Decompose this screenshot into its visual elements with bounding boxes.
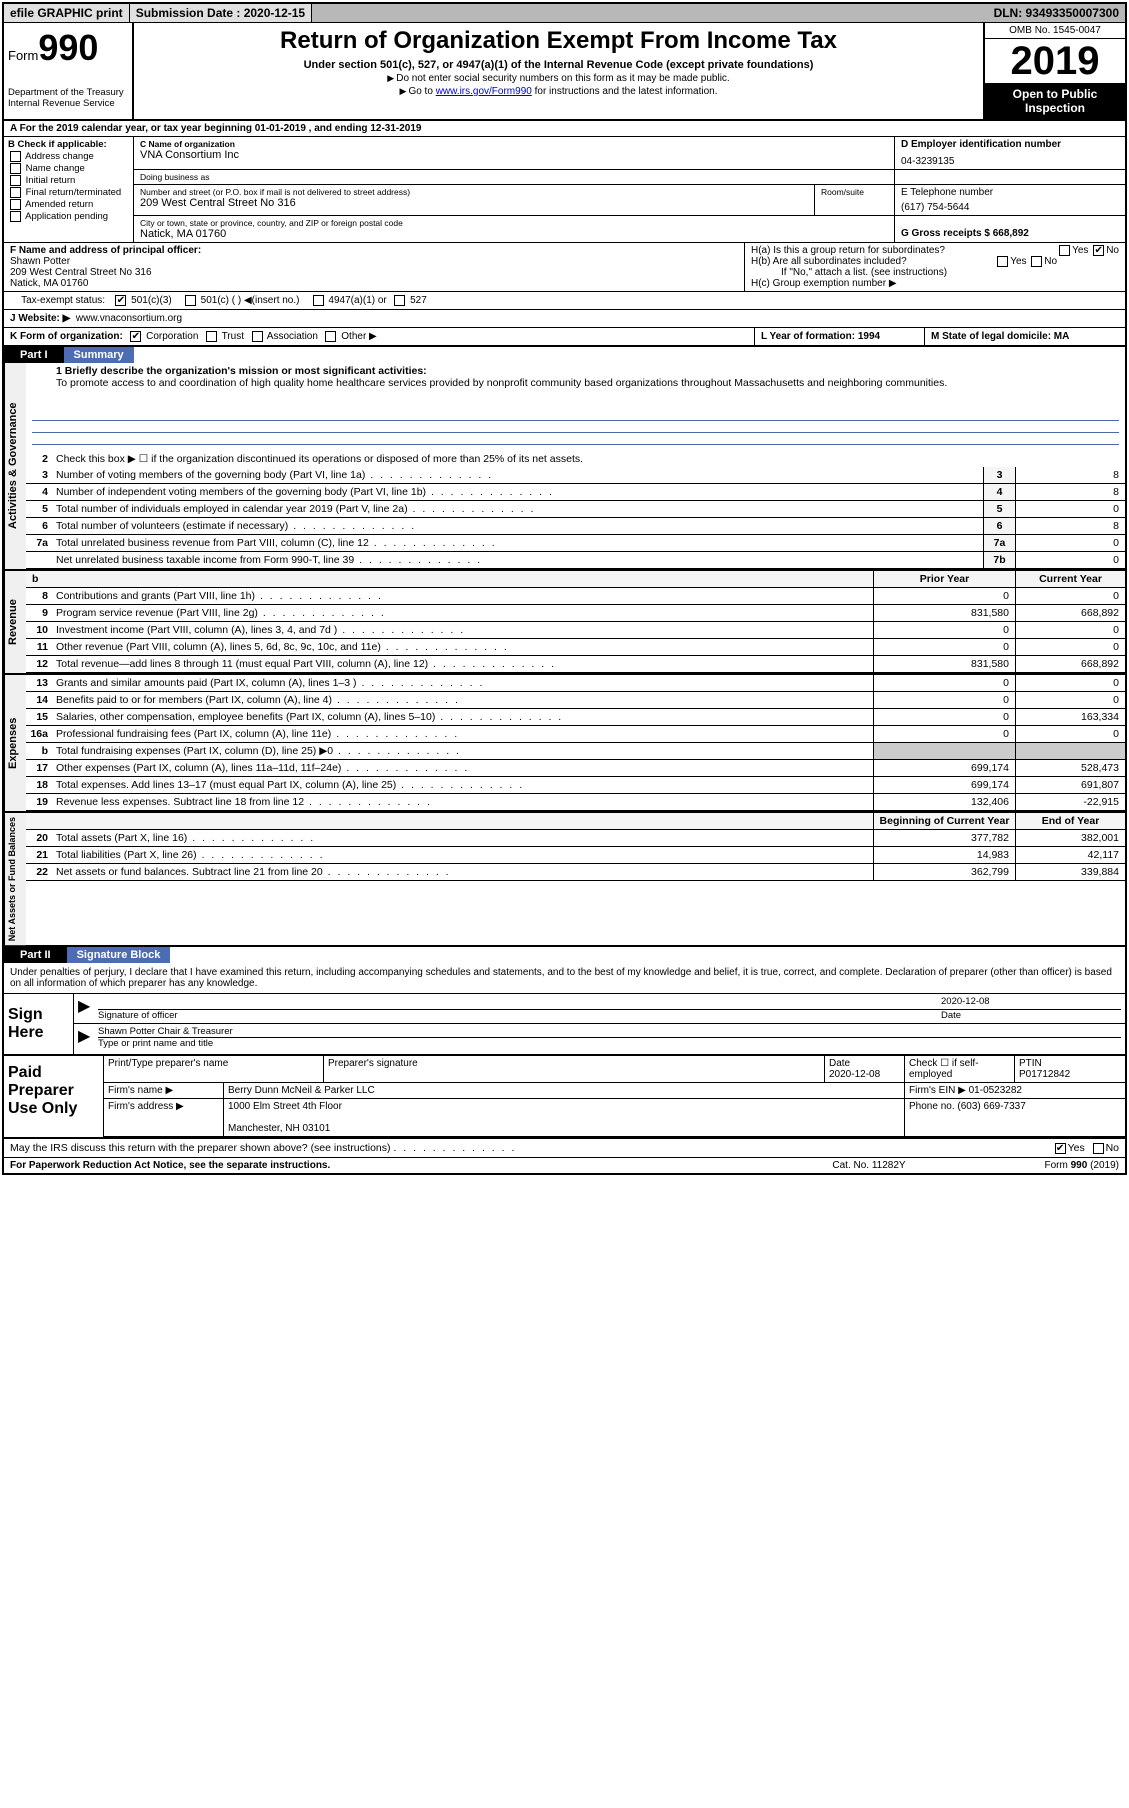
checkbox-final-return[interactable] bbox=[10, 187, 21, 198]
header-beg-end: Beginning of Current Year End of Year bbox=[26, 813, 1125, 830]
summary-line: 19Revenue less expenses. Subtract line 1… bbox=[26, 794, 1125, 811]
gross-receipts: G Gross receipts $ 668,892 bbox=[895, 216, 1125, 242]
officer-block: F Name and address of principal officer:… bbox=[4, 243, 745, 291]
summary-line: 22Net assets or fund balances. Subtract … bbox=[26, 864, 1125, 881]
summary-line: 12Total revenue—add lines 8 through 11 (… bbox=[26, 656, 1125, 673]
checkbox-amended[interactable] bbox=[10, 199, 21, 210]
part1-header: Part I Summary bbox=[4, 347, 1125, 363]
tax-exempt-row: Tax-exempt status: ✔ 501(c)(3) 501(c) ( … bbox=[4, 292, 1125, 310]
firm-address-label: Firm's address ▶ bbox=[104, 1099, 224, 1136]
sign-here-label: Sign Here bbox=[4, 994, 74, 1054]
submission-date: Submission Date : 2020-12-15 bbox=[130, 4, 312, 22]
firm-name-label: Firm's name ▶ bbox=[104, 1083, 224, 1098]
street-cell: Number and street (or P.O. box if mail i… bbox=[134, 185, 815, 215]
checkbox-trust[interactable] bbox=[206, 331, 217, 342]
header-prior-current: b Prior Year Current Year bbox=[26, 571, 1125, 588]
summary-line: 4Number of independent voting members of… bbox=[26, 484, 1125, 501]
checkbox-application-pending[interactable] bbox=[10, 211, 21, 222]
firm-name: Berry Dunn McNeil & Parker LLC bbox=[224, 1083, 905, 1098]
sig-date: 2020-12-08 bbox=[941, 996, 1121, 1010]
checkbox-discuss-no[interactable] bbox=[1093, 1143, 1104, 1154]
summary-line: 14Benefits paid to or for members (Part … bbox=[26, 692, 1125, 709]
org-name-cell: C Name of organization VNA Consortium In… bbox=[134, 137, 895, 169]
part2-header: Part II Signature Block bbox=[4, 947, 1125, 963]
mission-block: 1 Briefly describe the organization's mi… bbox=[26, 363, 1125, 409]
summary-line: 9Program service revenue (Part VIII, lin… bbox=[26, 605, 1125, 622]
checkbox-ha-yes[interactable] bbox=[1059, 245, 1070, 256]
form-of-org: K Form of organization: ✔ Corporation Tr… bbox=[4, 328, 755, 345]
summary-line: 21Total liabilities (Part X, line 26)14,… bbox=[26, 847, 1125, 864]
summary-line: 15Salaries, other compensation, employee… bbox=[26, 709, 1125, 726]
checkbox-initial-return[interactable] bbox=[10, 175, 21, 186]
summary-line: Net unrelated business taxable income fr… bbox=[26, 552, 1125, 569]
checkbox-address-change[interactable] bbox=[10, 151, 21, 162]
ein-cell: D Employer identification number 04-3239… bbox=[895, 137, 1125, 169]
discuss-row: May the IRS discuss this return with the… bbox=[4, 1139, 1125, 1158]
city-cell: City or town, state or province, country… bbox=[134, 216, 895, 242]
summary-line: 20Total assets (Part X, line 16)377,7823… bbox=[26, 830, 1125, 847]
summary-line: 18Total expenses. Add lines 13–17 (must … bbox=[26, 777, 1125, 794]
vlabel-revenue: Revenue bbox=[4, 571, 26, 673]
form-id-block: Form990 Department of the Treasury Inter… bbox=[4, 23, 134, 119]
checkbox-corp[interactable]: ✔ bbox=[130, 331, 141, 342]
year-block: OMB No. 1545-0047 2019 Open to PublicIns… bbox=[985, 23, 1125, 119]
summary-line: 16aProfessional fundraising fees (Part I… bbox=[26, 726, 1125, 743]
checkbox-hb-no[interactable] bbox=[1031, 256, 1042, 267]
group-return-block: H(a) Is this a group return for subordin… bbox=[745, 243, 1125, 291]
website-row: J Website: ▶ www.vnaconsortium.org bbox=[4, 310, 1125, 328]
checkbox-4947[interactable] bbox=[313, 295, 324, 306]
summary-line: 11Other revenue (Part VIII, column (A), … bbox=[26, 639, 1125, 656]
summary-line: 5Total number of individuals employed in… bbox=[26, 501, 1125, 518]
checkbox-name-change[interactable] bbox=[10, 163, 21, 174]
perjury-declaration: Under penalties of perjury, I declare th… bbox=[4, 963, 1125, 994]
summary-line: 8Contributions and grants (Part VIII, li… bbox=[26, 588, 1125, 605]
summary-line: 17Other expenses (Part IX, column (A), l… bbox=[26, 760, 1125, 777]
summary-line: 10Investment income (Part VIII, column (… bbox=[26, 622, 1125, 639]
dln: DLN: 93493350007300 bbox=[988, 4, 1125, 22]
summary-line: 6Total number of volunteers (estimate if… bbox=[26, 518, 1125, 535]
dba-cell: Doing business as bbox=[134, 170, 895, 184]
preparer-header-row: Print/Type preparer's name Preparer's si… bbox=[104, 1056, 1125, 1083]
vlabel-activities: Activities & Governance bbox=[4, 363, 26, 569]
page-footer: For Paperwork Reduction Act Notice, see … bbox=[4, 1158, 1125, 1173]
year-formation: L Year of formation: 1994 bbox=[755, 328, 925, 345]
vlabel-netassets: Net Assets or Fund Balances bbox=[4, 813, 26, 945]
firm-address: 1000 Elm Street 4th FloorManchester, NH … bbox=[224, 1099, 905, 1136]
paid-preparer-label: Paid Preparer Use Only bbox=[4, 1056, 104, 1137]
summary-line: 13Grants and similar amounts paid (Part … bbox=[26, 675, 1125, 692]
summary-line: bTotal fundraising expenses (Part IX, co… bbox=[26, 743, 1125, 760]
checkbox-other[interactable] bbox=[325, 331, 336, 342]
checkbox-501c[interactable] bbox=[185, 295, 196, 306]
phone-cell: E Telephone number (617) 754-5644 bbox=[895, 185, 1125, 215]
room-suite: Room/suite bbox=[815, 185, 895, 215]
checkbox-501c3[interactable]: ✔ bbox=[115, 295, 126, 306]
top-bar: efile GRAPHIC print Submission Date : 20… bbox=[4, 4, 1125, 23]
checkbox-527[interactable] bbox=[394, 295, 405, 306]
checkbox-ha-no[interactable]: ✔ bbox=[1093, 245, 1104, 256]
summary-line: 3Number of voting members of the governi… bbox=[26, 467, 1125, 484]
form-title: Return of Organization Exempt From Incom… bbox=[140, 27, 977, 55]
state-domicile: M State of legal domicile: MA bbox=[925, 328, 1125, 345]
checkbox-assoc[interactable] bbox=[252, 331, 263, 342]
summary-line: 7aTotal unrelated business revenue from … bbox=[26, 535, 1125, 552]
form-title-block: Return of Organization Exempt From Incom… bbox=[134, 23, 985, 119]
vlabel-expenses: Expenses bbox=[4, 675, 26, 811]
irs-link[interactable]: www.irs.gov/Form990 bbox=[436, 86, 532, 97]
checkbox-discuss-yes[interactable]: ✔ bbox=[1055, 1143, 1066, 1154]
efile-print-button[interactable]: efile GRAPHIC print bbox=[4, 4, 130, 22]
officer-name-title: Shawn Potter Chair & Treasurer bbox=[98, 1026, 1121, 1038]
signature-officer-label: Signature of officer bbox=[98, 1010, 941, 1021]
row-a-tax-year: A For the 2019 calendar year, or tax yea… bbox=[4, 121, 1125, 137]
col-b-checkboxes: B Check if applicable: Address change Na… bbox=[4, 137, 134, 242]
checkbox-hb-yes[interactable] bbox=[997, 256, 1008, 267]
